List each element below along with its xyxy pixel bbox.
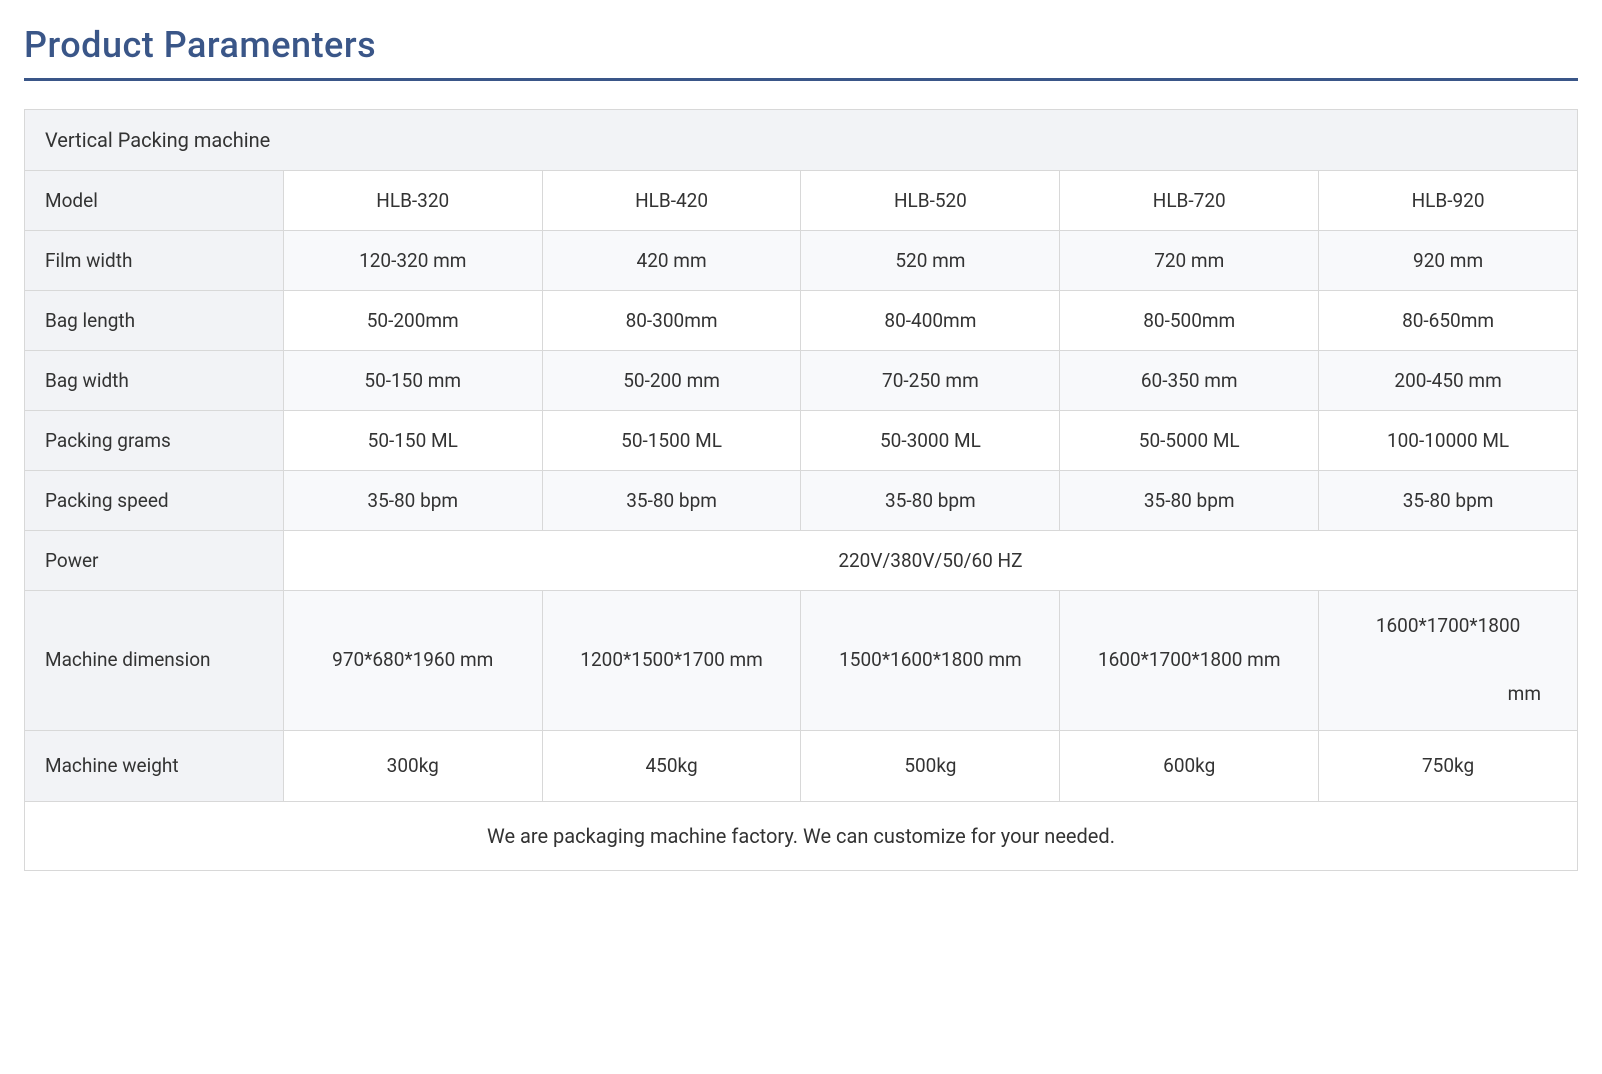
- table-cell: 35-80 bpm: [1319, 471, 1578, 531]
- table-footer-row: We are packaging machine factory. We can…: [25, 801, 1578, 870]
- table-cell: 80-400mm: [801, 291, 1060, 351]
- table-row: Bag length 50-200mm 80-300mm 80-400mm 80…: [25, 291, 1578, 351]
- row-label: Film width: [25, 231, 284, 291]
- row-label: Packing speed: [25, 471, 284, 531]
- table-cell: 720 mm: [1060, 231, 1319, 291]
- table-cell: 420 mm: [542, 231, 801, 291]
- parameters-table: Vertical Packing machine Model HLB-320 H…: [24, 109, 1578, 871]
- table-cell: HLB-920: [1319, 171, 1578, 231]
- table-row: Machine dimension 970*680*1960 mm 1200*1…: [25, 591, 1578, 731]
- table-footer: We are packaging machine factory. We can…: [25, 801, 1578, 870]
- table-cell: 100-10000 ML: [1319, 411, 1578, 471]
- table-cell: 600kg: [1060, 730, 1319, 801]
- table-cell: 1500*1600*1800 mm: [801, 591, 1060, 731]
- table-cell: 70-250 mm: [801, 351, 1060, 411]
- page-title: Product Paramenters: [24, 24, 1578, 66]
- table-cell: HLB-720: [1060, 171, 1319, 231]
- table-cell: 1600*1700*1800 mm: [1060, 591, 1319, 731]
- table-cell: 80-650mm: [1319, 291, 1578, 351]
- table-cell: 50-1500 ML: [542, 411, 801, 471]
- table-cell: 50-3000 ML: [801, 411, 1060, 471]
- table-cell: HLB-520: [801, 171, 1060, 231]
- table-cell: 500kg: [801, 730, 1060, 801]
- table-cell: 120-320 mm: [283, 231, 542, 291]
- table-cell: 970*680*1960 mm: [283, 591, 542, 731]
- table-row: Bag width 50-150 mm 50-200 mm 70-250 mm …: [25, 351, 1578, 411]
- table-cell: HLB-420: [542, 171, 801, 231]
- table-cell: 35-80 bpm: [283, 471, 542, 531]
- table-cell: 200-450 mm: [1319, 351, 1578, 411]
- table-cell: 50-5000 ML: [1060, 411, 1319, 471]
- table-cell: 80-300mm: [542, 291, 801, 351]
- row-label: Bag length: [25, 291, 284, 351]
- table-cell: 35-80 bpm: [801, 471, 1060, 531]
- table-cell: 80-500mm: [1060, 291, 1319, 351]
- table-cell: 50-200mm: [283, 291, 542, 351]
- table-header: Vertical Packing machine: [25, 110, 1578, 171]
- table-row: Power 220V/380V/50/60 HZ: [25, 531, 1578, 591]
- table-cell: 920 mm: [1319, 231, 1578, 291]
- table-cell-spanning: 220V/380V/50/60 HZ: [283, 531, 1577, 591]
- table-row: Packing grams 50-150 ML 50-1500 ML 50-30…: [25, 411, 1578, 471]
- table-cell: 520 mm: [801, 231, 1060, 291]
- table-cell: 50-200 mm: [542, 351, 801, 411]
- table-row: Packing speed 35-80 bpm 35-80 bpm 35-80 …: [25, 471, 1578, 531]
- row-label: Machine dimension: [25, 591, 284, 731]
- title-underline: [24, 78, 1578, 81]
- row-label: Packing grams: [25, 411, 284, 471]
- cell-value: 1600*1700*1800: [1376, 614, 1521, 637]
- row-label: Model: [25, 171, 284, 231]
- cell-suffix: mm: [1335, 677, 1561, 711]
- table-cell: 50-150 ML: [283, 411, 542, 471]
- table-row: Model HLB-320 HLB-420 HLB-520 HLB-720 HL…: [25, 171, 1578, 231]
- table-cell: 35-80 bpm: [542, 471, 801, 531]
- row-label: Power: [25, 531, 284, 591]
- row-label: Bag width: [25, 351, 284, 411]
- table-cell: 750kg: [1319, 730, 1578, 801]
- row-label: Machine weight: [25, 730, 284, 801]
- table-cell: 50-150 mm: [283, 351, 542, 411]
- table-cell: 1200*1500*1700 mm: [542, 591, 801, 731]
- table-row: Film width 120-320 mm 420 mm 520 mm 720 …: [25, 231, 1578, 291]
- table-cell: 60-350 mm: [1060, 351, 1319, 411]
- table-cell: 300kg: [283, 730, 542, 801]
- table-cell: HLB-320: [283, 171, 542, 231]
- table-cell: 35-80 bpm: [1060, 471, 1319, 531]
- table-cell: 1600*1700*1800 mm: [1319, 591, 1578, 731]
- table-cell: 450kg: [542, 730, 801, 801]
- table-row: Machine weight 300kg 450kg 500kg 600kg 7…: [25, 730, 1578, 801]
